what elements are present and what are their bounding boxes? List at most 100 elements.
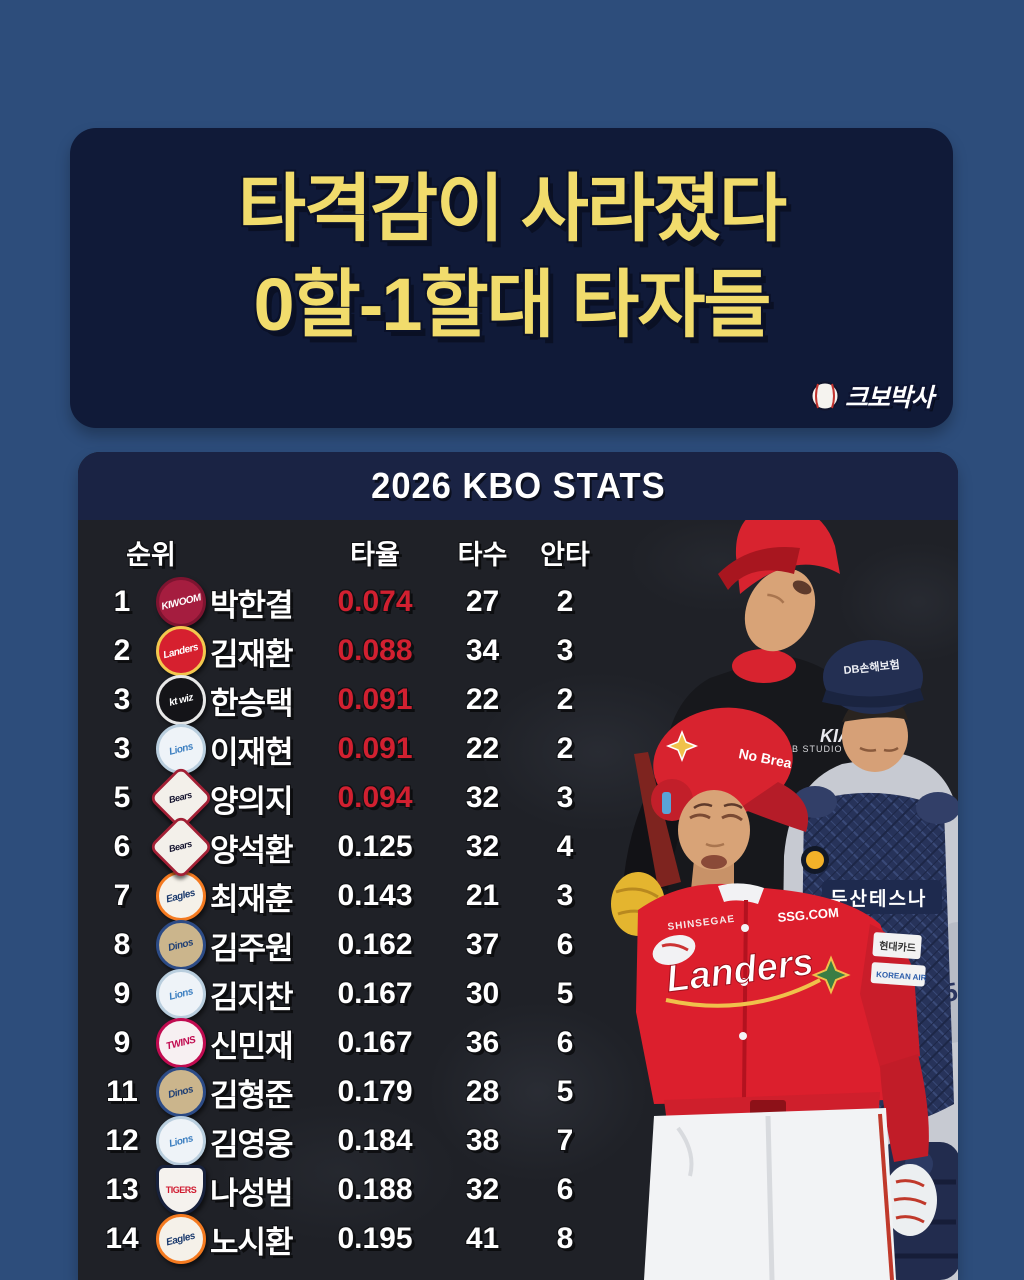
at-bats: 37 <box>465 928 500 961</box>
team-logo-dinos: Dinos <box>156 1067 206 1117</box>
rank-cell: 9 <box>113 1026 131 1059</box>
table-row: 2 Landers 김재환 0.088 34 3 <box>92 626 595 676</box>
rank-cell: 7 <box>113 879 131 912</box>
at-bats: 21 <box>465 879 500 912</box>
hits: 3 <box>556 879 574 912</box>
team-logo-label: KIWOOM <box>160 591 202 613</box>
at-bats: 30 <box>465 977 500 1010</box>
team-logo-eagles: Eagles <box>156 871 206 921</box>
rank-cell: 13 <box>105 1173 139 1206</box>
sponsor-korean-air: KOREAN AIR <box>876 970 927 983</box>
batting-average: 0.167 <box>337 1026 413 1059</box>
team-logo-lions: Lions <box>156 724 206 774</box>
team-logo-label: Eagles <box>165 1230 197 1248</box>
team-logo-cell: KIWOOM <box>152 577 210 627</box>
sponsor-hyundai-card: 현대카드 <box>879 939 917 955</box>
team-logo-tigers: TIGERS <box>156 1165 206 1215</box>
team-logo-cell: Landers <box>152 626 210 676</box>
batting-average: 0.143 <box>337 879 413 912</box>
player-name: 신민재 <box>210 1028 294 1064</box>
batting-average: 0.088 <box>337 634 413 667</box>
team-logo-eagles: Eagles <box>156 1214 206 1264</box>
batting-average: 0.094 <box>337 781 413 814</box>
batting-average: 0.091 <box>337 683 413 716</box>
at-bats: 32 <box>465 830 500 863</box>
batting-average: 0.179 <box>337 1075 413 1108</box>
table-row: 3 Lions 이재현 0.091 22 2 <box>92 724 595 774</box>
batting-average: 0.125 <box>337 830 413 863</box>
player-name: 나성범 <box>210 1175 294 1211</box>
rank-cell: 12 <box>105 1124 139 1157</box>
table-row: 1 KIWOOM 박한결 0.074 27 2 <box>92 577 595 627</box>
team-logo-label: Lions <box>167 985 195 1003</box>
main-title-line-2: 0할-1할대 타자들 <box>253 263 772 346</box>
table-row: 13 TIGERS 나성범 0.188 32 6 <box>92 1165 595 1215</box>
team-logo-twins: TWINS <box>156 1018 206 1068</box>
photo-ssg-batter: SHINSEGAE SSG.COM Landers 현대카드 KOREAN AI… <box>636 707 937 1280</box>
hits: 7 <box>556 1124 574 1157</box>
player-name: 한승택 <box>210 685 294 721</box>
player-name: 이재현 <box>210 734 294 770</box>
at-bats: 32 <box>465 781 500 814</box>
team-logo-cell: Bears <box>148 814 214 880</box>
at-bats: 38 <box>465 1124 500 1157</box>
team-logo-cell: Lions <box>152 724 210 774</box>
kia-jersey-studio-text: S A B STUDIO <box>772 744 843 754</box>
hits: 6 <box>556 928 574 961</box>
team-logo-cell: Eagles <box>152 871 210 921</box>
team-logo-cell: Eagles <box>152 1214 210 1264</box>
team-logo-cell: Dinos <box>152 920 210 970</box>
rank-cell: 8 <box>113 928 131 961</box>
team-logo-ktwiz: kt wiz <box>156 675 206 725</box>
hits: 4 <box>556 830 574 863</box>
team-logo-label: Bears <box>168 790 194 806</box>
panel-title-bar: 2026 KBO STATS <box>78 452 958 520</box>
team-logo-bears: Bears <box>148 814 214 880</box>
batting-average: 0.074 <box>337 585 413 618</box>
table-row: 5 Bears 양의지 0.094 32 3 <box>92 765 595 831</box>
team-logo-lions: Lions <box>156 1116 206 1166</box>
team-logo-cell: TWINS <box>152 1018 210 1068</box>
brand-text: 크보박사 <box>844 384 934 412</box>
team-logo-label: Landers <box>162 641 200 661</box>
team-logo-cell: kt wiz <box>152 675 210 725</box>
column-header-hits: 안타 <box>540 540 590 570</box>
hits: 8 <box>556 1222 574 1255</box>
hits: 3 <box>556 634 574 667</box>
player-name: 박한결 <box>210 587 294 623</box>
player-name: 김영웅 <box>210 1126 294 1162</box>
batting-average: 0.162 <box>337 928 413 961</box>
team-logo-label: Dinos <box>167 936 195 954</box>
header-card: 타격감이 사라졌다 0할-1할대 타자들 크보박사 <box>70 128 953 428</box>
player-photo-collage: S A B STUDIO KIA 25 DB손해보험 두산테스나 tion Ⓣ <box>78 452 958 1280</box>
rank-cell: 3 <box>113 683 131 716</box>
table-row: 8 Dinos 김주원 0.162 37 6 <box>92 920 595 970</box>
hits: 2 <box>556 683 574 716</box>
baseball-icon <box>810 381 840 411</box>
batting-average: 0.184 <box>337 1124 413 1157</box>
rank-cell: 5 <box>113 781 131 814</box>
hits: 2 <box>556 585 574 618</box>
team-logo-cell: Lions <box>152 1116 210 1166</box>
batting-average: 0.091 <box>337 732 413 765</box>
player-name: 김주원 <box>210 930 294 966</box>
stats-table-body: 1 KIWOOM 박한결 0.074 27 2 2 Landers 김재환 0.… <box>92 577 595 1264</box>
at-bats: 27 <box>465 585 500 618</box>
player-name: 최재훈 <box>210 881 294 917</box>
catcher-chest-text: 두산테스나 <box>830 888 927 910</box>
team-logo-lions: Lions <box>156 969 206 1019</box>
team-logo-cell: Lions <box>152 969 210 1019</box>
stats-table: 순위 타율 타수 안타 1 KIWOOM 박한결 0.074 27 2 2 La… <box>92 528 595 1264</box>
player-name: 김지찬 <box>210 979 294 1015</box>
table-row: 7 Eagles 최재훈 0.143 21 3 <box>92 871 595 921</box>
table-row: 14 Eagles 노시환 0.195 41 8 <box>92 1214 595 1264</box>
rank-cell: 14 <box>105 1222 139 1255</box>
main-title-line-1: 타격감이 사라졌다 <box>237 167 787 250</box>
at-bats: 28 <box>465 1075 500 1108</box>
rank-cell: 11 <box>106 1075 138 1108</box>
player-name: 양석환 <box>210 832 294 868</box>
team-logo-label: Dinos <box>167 1083 195 1101</box>
batting-average: 0.195 <box>337 1222 413 1255</box>
team-logo-cell: Bears <box>148 765 214 831</box>
table-header-row: 순위 타율 타수 안타 <box>92 528 595 577</box>
